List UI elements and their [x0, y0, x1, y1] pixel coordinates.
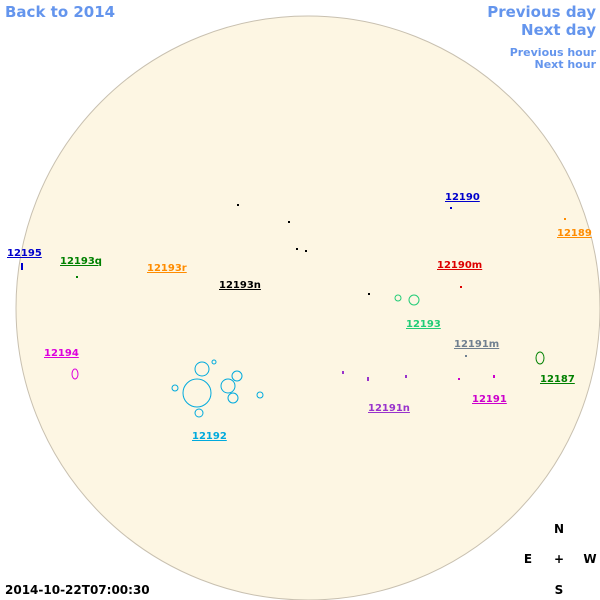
- solar-disk: [15, 15, 600, 600]
- spot: [450, 207, 452, 209]
- spot: [194, 361, 210, 377]
- spot: [220, 378, 236, 394]
- region-label[interactable]: 12193r: [147, 263, 187, 274]
- compass-south: S: [555, 583, 564, 597]
- region-label[interactable]: 12191n: [368, 403, 410, 414]
- spot: [237, 204, 239, 206]
- spot: [71, 368, 79, 380]
- spot: [227, 392, 239, 404]
- spot: [368, 293, 370, 295]
- spot: [408, 294, 420, 306]
- nav-link[interactable]: Previous hour: [510, 46, 597, 59]
- spot: [493, 375, 495, 378]
- region-label[interactable]: 12191m: [454, 339, 499, 350]
- region-label[interactable]: 12190m: [437, 260, 482, 271]
- region-label[interactable]: 12193: [406, 319, 441, 330]
- spot: [256, 391, 264, 399]
- region-label[interactable]: 12194: [44, 348, 79, 359]
- spot: [465, 355, 467, 357]
- nav-link[interactable]: Next day: [521, 21, 596, 39]
- compass-east: E: [524, 552, 532, 566]
- region-label[interactable]: 12195: [7, 248, 42, 259]
- compass-west: W: [583, 552, 596, 566]
- spot: [296, 248, 298, 250]
- spot: [342, 371, 344, 374]
- region-label[interactable]: 12193q: [60, 256, 102, 267]
- spot: [394, 294, 402, 302]
- nav-link[interactable]: Back to 2014: [5, 3, 115, 21]
- spot: [460, 286, 462, 288]
- spot: [458, 378, 460, 380]
- spot: [288, 221, 290, 223]
- timestamp: 2014-10-22T07:00:30: [5, 583, 150, 597]
- compass-north: N: [554, 522, 564, 536]
- spot: [182, 378, 212, 408]
- spots: [21, 204, 566, 418]
- spot: [171, 384, 179, 392]
- region-label[interactable]: 12193n: [219, 280, 261, 291]
- nav-link[interactable]: Previous day: [487, 3, 596, 21]
- region-label[interactable]: 12191: [472, 394, 507, 405]
- nav-link[interactable]: Next hour: [535, 58, 597, 71]
- spot: [405, 375, 407, 378]
- spot: [231, 370, 243, 382]
- compass-center: +: [554, 552, 564, 566]
- region-label[interactable]: 12189: [557, 228, 592, 239]
- spot: [367, 377, 369, 381]
- spot: [21, 263, 23, 270]
- spot: [564, 218, 566, 220]
- region-label[interactable]: 12190: [445, 192, 480, 203]
- spot: [305, 250, 307, 252]
- region-label[interactable]: 12187: [540, 374, 575, 385]
- spot: [535, 351, 545, 365]
- region-label[interactable]: 12192: [192, 431, 227, 442]
- spot: [211, 359, 217, 365]
- region-labels: 12195 12193q 12193r 12193n 12190 12189 12190m 1…: [7, 192, 592, 442]
- spot: [76, 276, 78, 278]
- spot: [194, 408, 204, 418]
